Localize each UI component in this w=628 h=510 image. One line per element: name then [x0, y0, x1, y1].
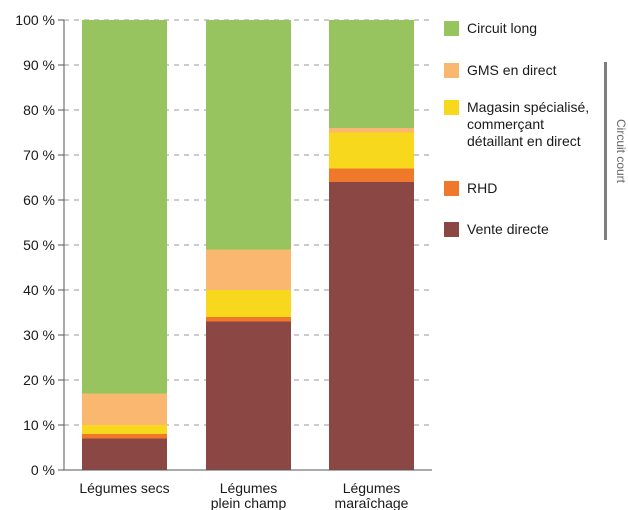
bar-segment [206, 317, 291, 322]
legend-label: RHD [467, 180, 498, 196]
bar-segment [82, 438, 167, 470]
legend-label: Magasin spécialisé, commerçant détaillant … [467, 99, 590, 149]
y-tick-label: 60 % [23, 192, 55, 208]
legend-label: Circuit long [467, 20, 538, 36]
legend-item: GMS en direct [444, 62, 617, 79]
y-tick-label: 50 % [23, 237, 55, 253]
bar-segment [329, 20, 414, 128]
bar-segment [329, 132, 414, 169]
legend-swatch [444, 63, 459, 78]
bar-segment [206, 249, 291, 290]
circuit-court-bracket [604, 62, 607, 240]
legend-swatch [444, 100, 459, 115]
x-tick-label: maraîchage [335, 495, 409, 510]
bar-segment [329, 128, 414, 133]
x-tick-label: Légumes [343, 480, 401, 496]
bar-segment [82, 434, 167, 439]
legend-swatch [444, 21, 459, 36]
bar-segment [82, 20, 167, 394]
y-tick-label: 10 % [23, 417, 55, 433]
legend-label: Vente directe [467, 221, 549, 237]
legend-swatch [444, 222, 459, 237]
bar-segment [206, 290, 291, 317]
x-tick-label: Légumes [220, 480, 278, 496]
bar-segment [206, 321, 291, 470]
y-tick-label: 20 % [23, 372, 55, 388]
legend-item: Circuit long [444, 20, 617, 37]
legend-swatch [444, 181, 459, 196]
x-tick-label: Légumes secs [79, 480, 169, 496]
y-tick-label: 80 % [23, 102, 55, 118]
bar-segment [329, 168, 414, 182]
bar-segment [206, 20, 291, 250]
bar-segment [82, 425, 167, 434]
x-tick-label: plein champ [211, 495, 287, 510]
legend-item: Vente directe [444, 221, 617, 238]
legend-item: RHD [444, 180, 617, 197]
circuit-court-label: Circuit court [614, 118, 628, 184]
legend-item: Magasin spécialisé, commerçant détaillant … [444, 99, 617, 150]
y-tick-label: 70 % [23, 147, 55, 163]
legend: Circuit long GMS en direct Magasin spécial… [444, 0, 628, 260]
bar-segment [329, 182, 414, 470]
y-tick-label: 0 % [31, 462, 55, 478]
y-tick-label: 100 % [15, 12, 55, 28]
y-tick-label: 30 % [23, 327, 55, 343]
y-tick-label: 90 % [23, 57, 55, 73]
legend-label: GMS en direct [467, 62, 557, 78]
y-tick-label: 40 % [23, 282, 55, 298]
bar-segment [82, 393, 167, 425]
